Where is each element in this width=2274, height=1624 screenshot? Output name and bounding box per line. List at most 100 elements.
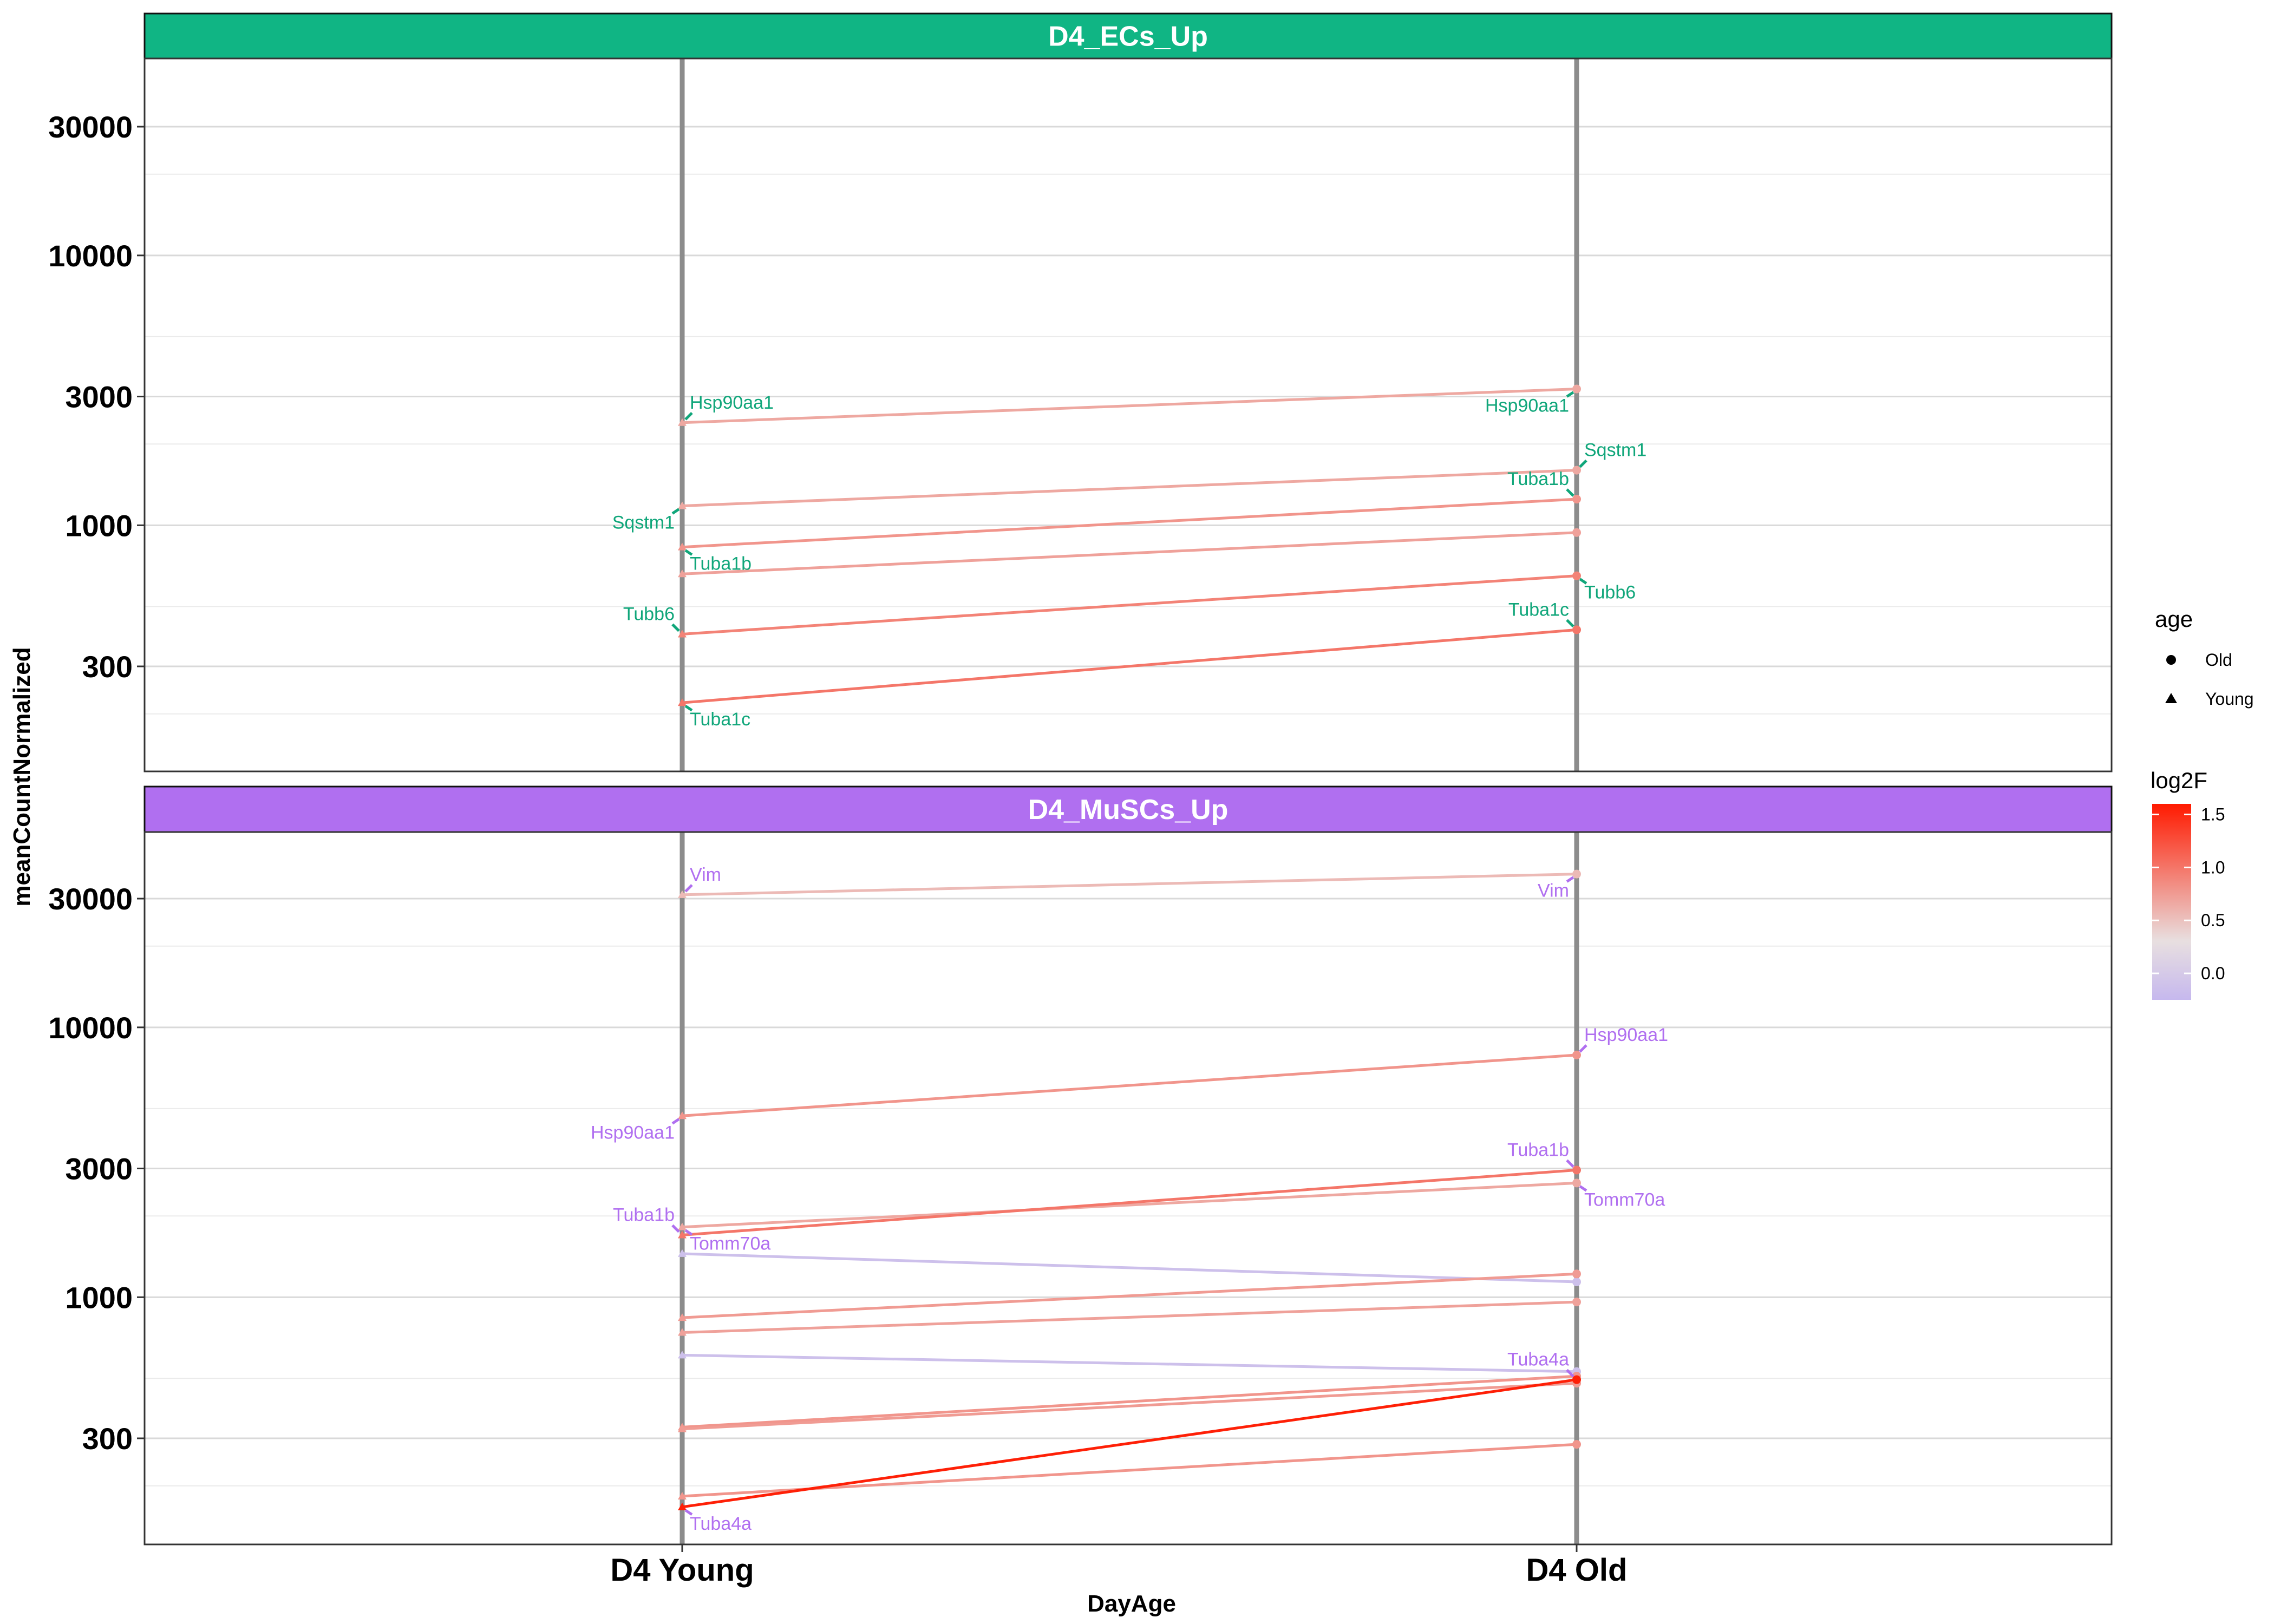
gene-label: Tuba4a (1507, 1350, 1569, 1370)
gene-label: Tuba1b (1507, 1140, 1569, 1160)
old-point (1572, 1375, 1581, 1384)
gene-label-leader (1579, 459, 1587, 468)
colorbar-tick-label: 0.0 (2201, 964, 2225, 983)
y-tick-label: 30000 (48, 110, 133, 144)
y-tick-label: 10000 (48, 1011, 133, 1045)
panel-strip (143, 785, 2113, 833)
series-line (682, 873, 1577, 896)
gene-label: Tuba1b (613, 1204, 675, 1225)
panel-strip (143, 12, 2113, 60)
young-point (678, 542, 687, 551)
y-tick-label: 30000 (48, 882, 133, 916)
legend-log2f-title: log2F (2151, 768, 2207, 793)
gene-label: Tuba4a (690, 1514, 752, 1534)
colorbar-tick-label: 1.0 (2201, 857, 2225, 877)
young-point (678, 1328, 687, 1336)
gene-label-leader (1579, 578, 1587, 585)
gene-label: Tuba1b (690, 554, 752, 574)
series-line (682, 1300, 1577, 1334)
young-point (678, 1111, 687, 1119)
gene-label: Sqstm1 (1584, 440, 1646, 461)
panel-title: D4_ECs_Up (1048, 21, 1208, 53)
legend-colorbar-ticks: 1.5 1.0 0.5 0.0 (2152, 805, 2225, 983)
young-point (678, 1249, 687, 1257)
y-tick-label: 300 (82, 650, 133, 684)
x-axis-title: DayAge (1087, 1590, 1176, 1617)
series-line (682, 1181, 1577, 1229)
old-point (1572, 384, 1581, 394)
colorbar-tick-label: 0.5 (2201, 911, 2225, 930)
gene-label: Tuba1c (690, 709, 750, 730)
chart-panels: D4_ECs_Up 300 1000 3000 10000 30000 Hsp90aa1 Sq… (48, 12, 2113, 1588)
x-tick-label: D4 Young (610, 1553, 754, 1588)
gene-label-leader (1566, 619, 1574, 628)
young-point (678, 569, 687, 578)
series-line (682, 1374, 1577, 1429)
series-line (682, 469, 1577, 508)
x-tick-label: D4 Old (1526, 1553, 1628, 1588)
old-point (1572, 571, 1581, 580)
legend-old-marker (2166, 655, 2176, 665)
legend-age: age Old Young (2155, 606, 2254, 709)
old-point (1572, 1178, 1581, 1188)
young-point (678, 1230, 687, 1239)
gene-label: Tomm70a (690, 1234, 770, 1254)
young-point (678, 630, 687, 638)
gene-label: Tuba1b (1507, 469, 1569, 489)
gene-label-leader (1566, 488, 1574, 497)
panel-border (143, 831, 2113, 1546)
young-point (678, 1492, 687, 1500)
legend-age-title: age (2155, 606, 2193, 632)
old-point (1572, 466, 1581, 475)
series-line (682, 1168, 1577, 1236)
gene-label-leader (1566, 1368, 1574, 1378)
old-point (1572, 1165, 1581, 1175)
legend-young-marker (2165, 693, 2177, 703)
old-point (1572, 1269, 1581, 1279)
y-tick-label: 3000 (65, 380, 133, 414)
series-line (682, 1053, 1577, 1117)
old-point (1572, 528, 1581, 537)
gene-label: Hsp90aa1 (1584, 1025, 1668, 1045)
young-point (678, 501, 687, 509)
legend-log2f: log2F 1.5 1.0 0.5 0.0 (2151, 768, 2225, 1000)
young-point (678, 698, 687, 706)
y-axis-title: meanCountNormalized (9, 647, 35, 906)
gene-label-leader (1579, 1044, 1587, 1053)
old-point (1572, 1050, 1581, 1059)
gene-label-leader (671, 1224, 680, 1233)
legend-colorbar (2152, 804, 2191, 1000)
gene-label-leader (684, 705, 693, 712)
young-point (678, 1313, 687, 1321)
y-tick-label: 1000 (65, 508, 133, 542)
y-tick-label: 3000 (65, 1152, 133, 1186)
series-line (682, 1252, 1577, 1284)
gene-label-leader (1566, 1159, 1574, 1168)
series-line (682, 628, 1577, 704)
old-point (1572, 1298, 1581, 1307)
legend-old-label: Old (2205, 650, 2232, 670)
gene-label: Hsp90aa1 (1485, 396, 1569, 416)
gene-label: Tubb6 (1584, 582, 1636, 603)
gene-label-leader (1579, 1185, 1587, 1192)
old-point (1572, 625, 1581, 634)
gene-label-leader (671, 1118, 680, 1125)
colorbar-tick-label: 1.5 (2201, 805, 2225, 824)
gene-label-leader (684, 884, 693, 893)
old-point (1572, 1440, 1581, 1449)
young-point (678, 890, 687, 898)
panel-ecs-up: D4_ECs_Up 300 1000 3000 10000 30000 Hsp90aa1 Sq… (48, 12, 2113, 772)
panel-muscs-up: D4_MuSCs_Up 300 1000 3000 10000 30000 Vim Hsp90… (48, 785, 2113, 1546)
series-line (682, 1353, 1577, 1373)
young-point (678, 1351, 687, 1359)
gene-label: Tomm70a (1584, 1189, 1665, 1210)
y-tick-label: 10000 (48, 239, 133, 273)
y-tick-label: 1000 (65, 1280, 133, 1314)
gene-label-leader (684, 549, 693, 556)
gene-label-leader (671, 623, 680, 632)
panel-title: D4_MuSCs_Up (1028, 794, 1229, 826)
series-line (682, 531, 1577, 575)
gene-label-leader (1566, 876, 1574, 883)
gene-label: Tubb6 (623, 604, 675, 624)
